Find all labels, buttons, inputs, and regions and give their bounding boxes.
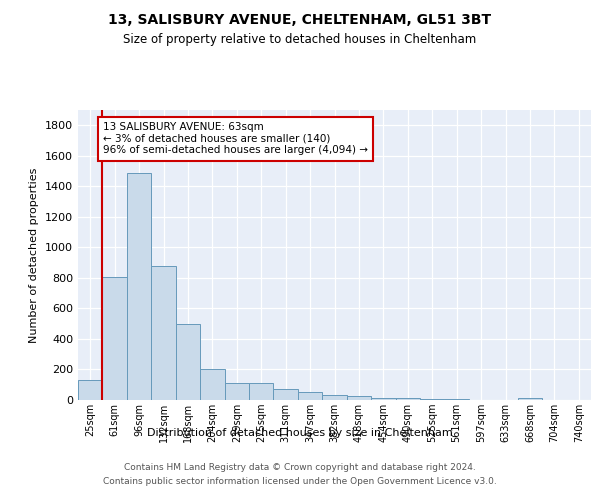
Bar <box>274 390 298 400</box>
Bar <box>224 383 249 400</box>
Bar <box>249 383 274 400</box>
Bar <box>200 368 224 400</box>
Bar <box>371 398 395 400</box>
Bar <box>78 380 103 400</box>
Bar <box>127 172 151 400</box>
Bar <box>103 277 127 400</box>
Bar <box>518 398 542 400</box>
Y-axis label: Number of detached properties: Number of detached properties <box>29 168 40 342</box>
Text: 13, SALISBURY AVENUE, CHELTENHAM, GL51 3BT: 13, SALISBURY AVENUE, CHELTENHAM, GL51 3… <box>109 12 491 26</box>
Bar <box>322 394 347 400</box>
Bar <box>445 399 469 400</box>
Text: Contains HM Land Registry data © Crown copyright and database right 2024.: Contains HM Land Registry data © Crown c… <box>124 462 476 471</box>
Bar <box>151 266 176 400</box>
Text: Size of property relative to detached houses in Cheltenham: Size of property relative to detached ho… <box>124 32 476 46</box>
Bar <box>420 399 445 400</box>
Bar <box>176 324 200 400</box>
Text: 13 SALISBURY AVENUE: 63sqm
← 3% of detached houses are smaller (140)
96% of semi: 13 SALISBURY AVENUE: 63sqm ← 3% of detac… <box>103 122 368 156</box>
Text: Contains public sector information licensed under the Open Government Licence v3: Contains public sector information licen… <box>103 478 497 486</box>
Text: Distribution of detached houses by size in Cheltenham: Distribution of detached houses by size … <box>147 428 453 438</box>
Bar <box>347 396 371 400</box>
Bar <box>395 398 420 400</box>
Bar <box>298 392 322 400</box>
